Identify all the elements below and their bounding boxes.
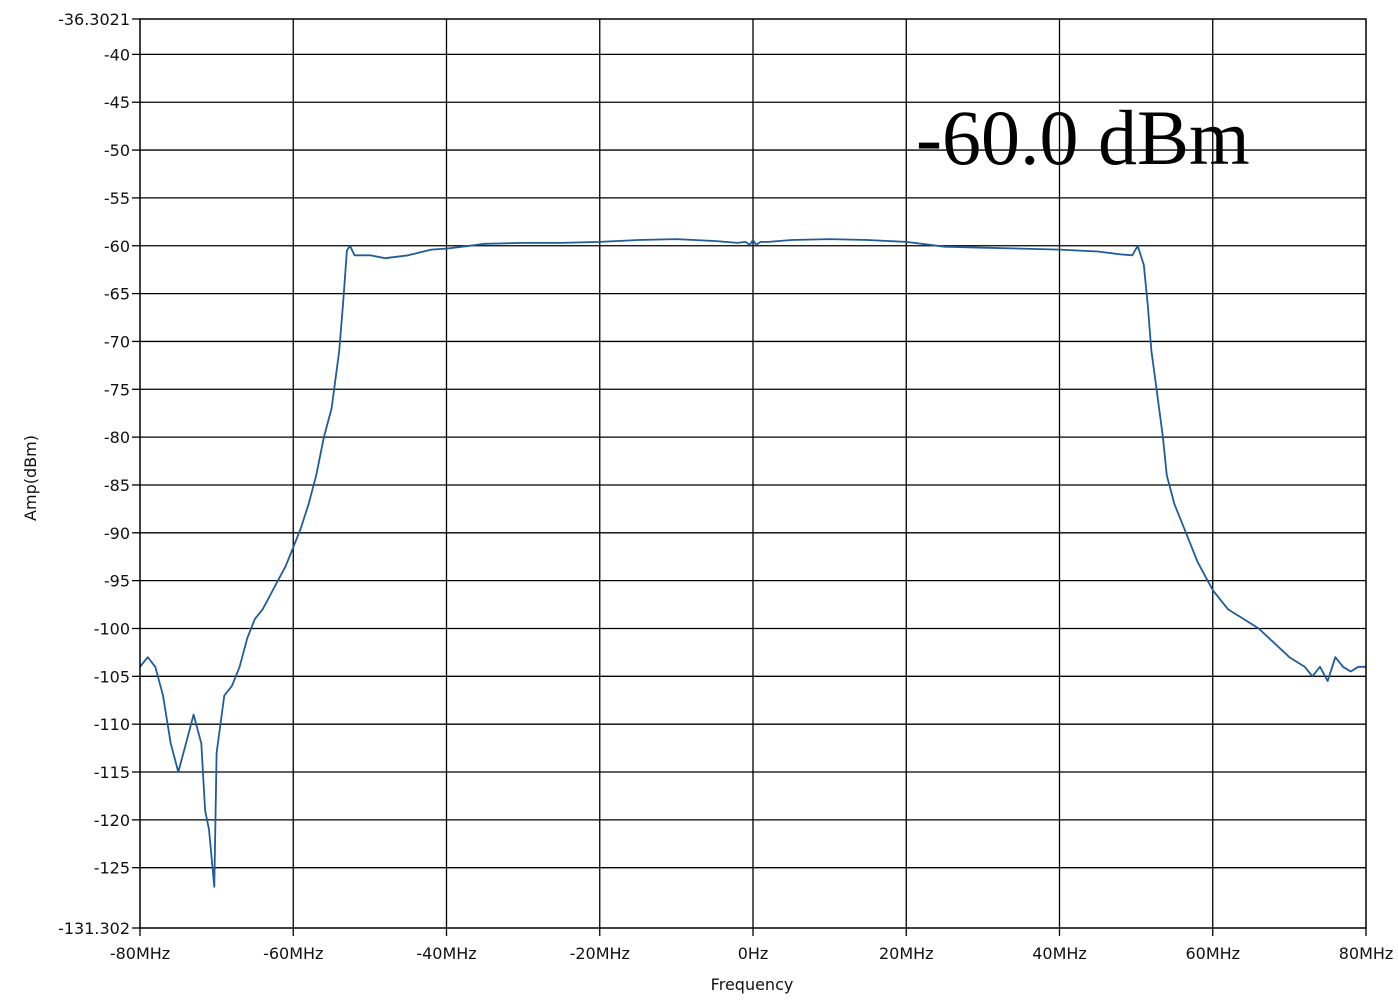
y-tick-label: -75 — [104, 380, 130, 399]
y-tick-label: -50 — [104, 141, 130, 160]
y-tick-label: -120 — [94, 811, 130, 830]
x-tick-label: 20MHz — [879, 944, 934, 963]
y-tick-label: -125 — [94, 859, 130, 878]
plot-area — [139, 18, 1367, 929]
y-tick-label: -80 — [104, 428, 130, 447]
y-tick-label: -110 — [94, 715, 130, 734]
y-tick-label: -95 — [104, 572, 130, 591]
x-tick-label: -60MHz — [263, 944, 323, 963]
x-tick-label: -80MHz — [110, 944, 170, 963]
y-tick-label: -100 — [94, 619, 130, 638]
power-annotation: -60.0 dBm — [916, 94, 1250, 181]
y-tick-label: -40 — [104, 45, 130, 64]
y-tick-label: -60 — [104, 237, 130, 256]
y-tick-label: -70 — [104, 332, 130, 351]
x-tick-label: -20MHz — [570, 944, 630, 963]
y-tick-label: -45 — [104, 93, 130, 112]
axis-ticks: -36.3021 -40 -45 -50 -55 -60 -65 -70 -75 -80 -85 -9… — [58, 10, 1393, 963]
y-tick-label: -115 — [94, 763, 130, 782]
y-tick-label: -105 — [94, 667, 130, 686]
y-tick-label: -55 — [104, 189, 130, 208]
y-tick-label: -65 — [104, 285, 130, 304]
grid — [140, 19, 1366, 928]
y-tick-label: -85 — [104, 476, 130, 495]
y-tick-label: -36.3021 — [58, 10, 130, 29]
y-axis-title: Amp(dBm) — [21, 435, 40, 521]
x-tick-label: 80MHz — [1339, 944, 1394, 963]
spectrum-trace — [139, 238, 1366, 888]
x-tick-label: 60MHz — [1185, 944, 1240, 963]
x-tick-label: 0Hz — [738, 944, 769, 963]
y-tick-label: -90 — [104, 524, 130, 543]
x-axis-title: Frequency — [711, 975, 794, 994]
y-tick-label: -131.302 — [58, 919, 130, 938]
x-tick-label: 40MHz — [1032, 944, 1087, 963]
x-tick-label: -40MHz — [416, 944, 476, 963]
